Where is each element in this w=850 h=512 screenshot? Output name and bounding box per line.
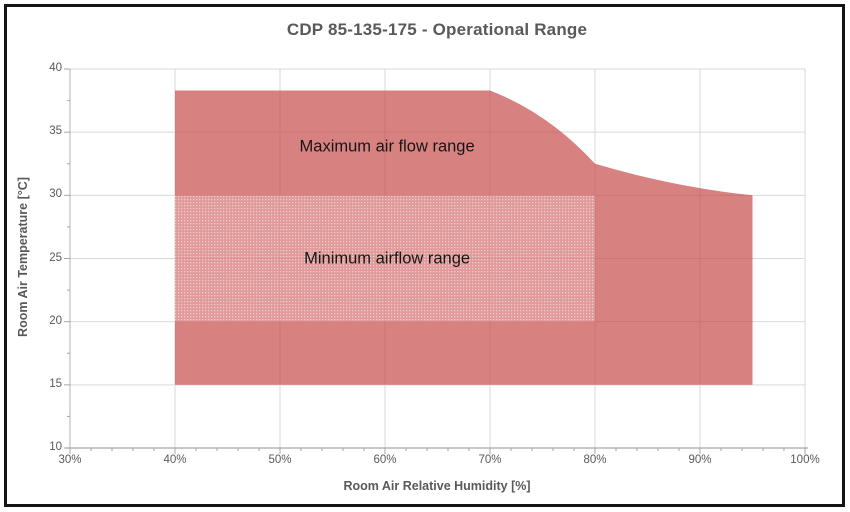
x-tick-label: 80% xyxy=(583,454,607,466)
max-airflow-region-label: Maximum air flow range xyxy=(299,137,475,156)
x-tick-label: 40% xyxy=(163,454,187,466)
y-tick-label: 25 xyxy=(49,251,62,264)
y-tick-label: 35 xyxy=(49,125,62,138)
chart-title: CDP 85-135-175 - Operational Range xyxy=(286,20,588,39)
x-tick-label: 60% xyxy=(373,454,397,466)
min-airflow-region-label: Minimum airflow range xyxy=(304,249,471,267)
y-tick-label: 10 xyxy=(49,441,62,453)
x-tick-label: 70% xyxy=(478,454,502,466)
x-tick-label: 90% xyxy=(688,454,712,466)
x-tick-label: 50% xyxy=(268,454,292,466)
y-tick-label: 15 xyxy=(49,377,62,390)
y-tick-label: 40 xyxy=(49,62,62,74)
axes-layer xyxy=(64,68,808,454)
x-tick-label: 100% xyxy=(790,454,820,466)
y-tick-label: 30 xyxy=(49,188,62,201)
y-tick-label: 20 xyxy=(49,314,62,327)
x-tick-label: 30% xyxy=(58,454,82,466)
series-layer xyxy=(175,90,753,385)
minimum-airflow-zone-rect xyxy=(175,195,595,322)
x-axis-title: Room Air Relative Humidity [%] xyxy=(343,479,531,493)
